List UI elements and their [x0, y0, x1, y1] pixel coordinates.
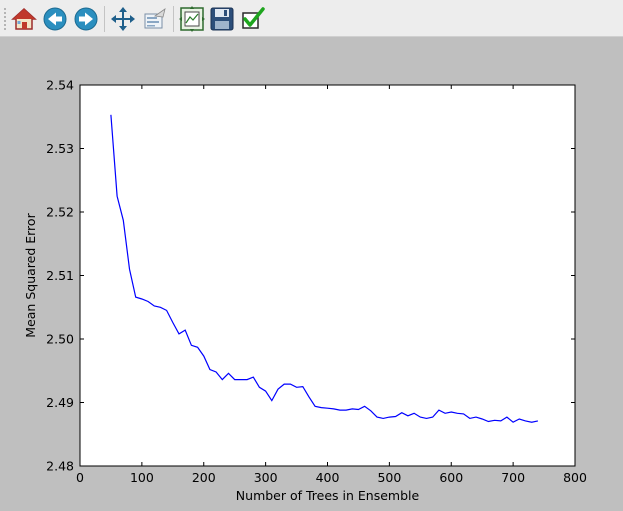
back-icon: [43, 7, 67, 31]
x-tick-label: 300: [254, 470, 278, 485]
zoom-button[interactable]: [141, 6, 167, 32]
y-tick-label: 2.48: [46, 459, 74, 474]
home-button[interactable]: [11, 6, 37, 32]
x-tick-label: 600: [439, 470, 463, 485]
forward-icon: [74, 7, 98, 31]
y-tick-label: 2.52: [46, 205, 74, 220]
y-tick-label: 2.49: [46, 395, 74, 410]
y-tick-label: 2.51: [46, 268, 74, 283]
chart-canvas: 0 100 200 300 400 500 600 700 800 2.48 2.49 2.50 2.5…: [23, 78, 587, 504]
back-button[interactable]: [42, 6, 68, 32]
toolbar-separator: [104, 6, 105, 32]
home-icon: [11, 7, 37, 30]
series-line: [110, 114, 539, 423]
toolbar-grip-icon[interactable]: [3, 7, 7, 31]
y-tick-label: 2.53: [46, 141, 74, 156]
zoom-icon: [144, 8, 166, 29]
plot-area: [80, 85, 575, 466]
edit-parameters-button[interactable]: [240, 6, 266, 32]
x-axis-label: Number of Trees in Ensemble: [236, 488, 420, 503]
y-tick-label: 2.50: [46, 332, 74, 347]
x-tick-label: 200: [192, 470, 216, 485]
subplots-button[interactable]: [179, 6, 205, 32]
x-tick-label: 0: [76, 470, 84, 485]
x-tick-label: 800: [563, 470, 587, 485]
axes-frame: [79, 84, 576, 467]
x-tick-label: 700: [501, 470, 525, 485]
pan-icon: [111, 7, 135, 31]
y-axis-label: Mean Squared Error: [23, 212, 38, 337]
toolbar-separator: [173, 6, 174, 32]
check-icon: [242, 7, 265, 29]
navigation-toolbar: [0, 0, 623, 37]
subplots-icon: [179, 6, 205, 32]
forward-button[interactable]: [73, 6, 99, 32]
save-icon: [210, 7, 234, 31]
x-tick-label: 100: [130, 470, 154, 485]
save-button[interactable]: [209, 6, 235, 32]
x-tick-label: 400: [316, 470, 340, 485]
pan-button[interactable]: [110, 6, 136, 32]
y-tick-label: 2.54: [46, 78, 74, 93]
x-tick-label: 500: [377, 470, 401, 485]
